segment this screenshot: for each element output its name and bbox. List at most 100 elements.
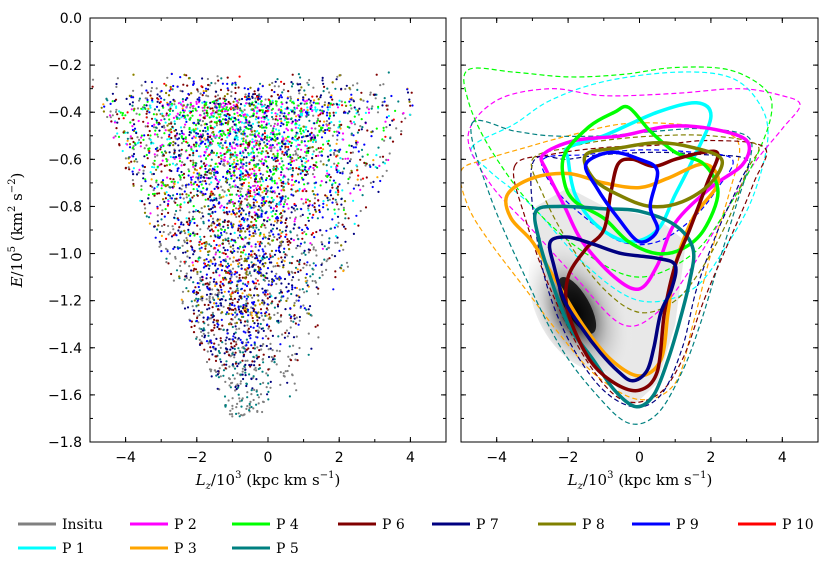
scatter-point [249,152,252,155]
scatter-point [222,195,225,198]
scatter-point [237,101,240,104]
scatter-point [220,304,223,307]
scatter-point [255,219,258,223]
scatter-point [259,160,263,163]
scatter-point [209,301,212,304]
scatter-point [190,92,193,95]
scatter-point [232,256,235,259]
scatter-point [166,176,169,179]
scatter-point [275,249,278,252]
scatter-point [257,331,260,334]
scatter-point [307,151,310,154]
scatter-point [341,157,344,161]
scatter-point [241,307,245,310]
scatter-point [268,168,271,172]
scatter-point [321,247,324,250]
scatter-point [379,84,382,87]
scatter-point [280,173,283,177]
scatter-point [370,135,373,138]
scatter-point [191,261,194,264]
scatter-point [231,210,234,213]
scatter-point [204,130,207,133]
scatter-point [170,197,173,200]
scatter-point [172,247,175,250]
scatter-point [280,184,283,187]
scatter-point [339,171,342,174]
scatter-point [280,122,283,125]
scatter-point [273,135,276,138]
scatter-point [318,204,321,207]
scatter-point [229,270,232,273]
scatter-point [189,319,192,322]
scatter-point [282,264,285,267]
scatter-point [215,243,218,247]
scatter-point [279,221,283,224]
scatter-point [205,89,208,93]
scatter-point [305,125,308,129]
scatter-point [223,395,227,398]
scatter-point [228,170,231,174]
scatter-point [277,85,280,88]
scatter-point [298,260,301,264]
scatter-point [220,160,223,163]
scatter-point [184,118,188,121]
scatter-point [326,172,329,175]
scatter-point [189,240,192,243]
scatter-point [260,225,263,228]
scatter-point [299,127,303,130]
scatter-point [152,126,156,129]
scatter-point [281,91,284,94]
scatter-point [303,262,306,265]
scatter-point [290,122,293,125]
scatter-point [251,307,254,310]
scatter-point [199,133,202,136]
scatter-point [165,191,168,194]
scatter-point [211,296,214,299]
scatter-point [185,74,188,77]
scatter-point [257,208,260,211]
scatter-point [305,102,308,105]
scatter-point [301,288,304,291]
scatter-point [270,261,273,264]
scatter-point [339,127,342,130]
scatter-point [257,98,260,101]
scatter-point [290,110,294,113]
scatter-point [346,161,349,165]
scatter-point [239,144,242,148]
scatter-point [199,235,202,238]
scatter-point [162,230,165,234]
scatter-point [270,95,273,98]
scatter-point [383,139,386,142]
scatter-point [302,96,305,99]
scatter-point [215,124,218,127]
scatter-point [258,367,262,370]
scatter-point [297,323,300,326]
scatter-point [305,273,308,276]
scatter-point [225,151,228,154]
scatter-point [139,141,142,144]
scatter-point [283,336,286,339]
scatter-point [311,156,314,160]
scatter-point [182,223,185,226]
scatter-point [172,84,175,88]
scatter-point [213,171,216,174]
scatter-point [225,98,228,101]
scatter-point [155,113,158,116]
scatter-point [279,111,282,114]
scatter-point [331,98,334,101]
scatter-point [255,188,259,192]
scatter-point [163,200,166,203]
scatter-point [257,249,260,252]
scatter-point [142,172,145,175]
scatter-point [205,360,209,364]
scatter-point [268,83,271,86]
scatter-point [261,191,264,194]
scatter-point [276,93,279,96]
scatter-point [157,123,160,126]
scatter-point [240,251,243,254]
scatter-point [286,297,289,300]
scatter-point [254,304,257,307]
scatter-point [147,216,151,219]
scatter-point [237,194,240,197]
